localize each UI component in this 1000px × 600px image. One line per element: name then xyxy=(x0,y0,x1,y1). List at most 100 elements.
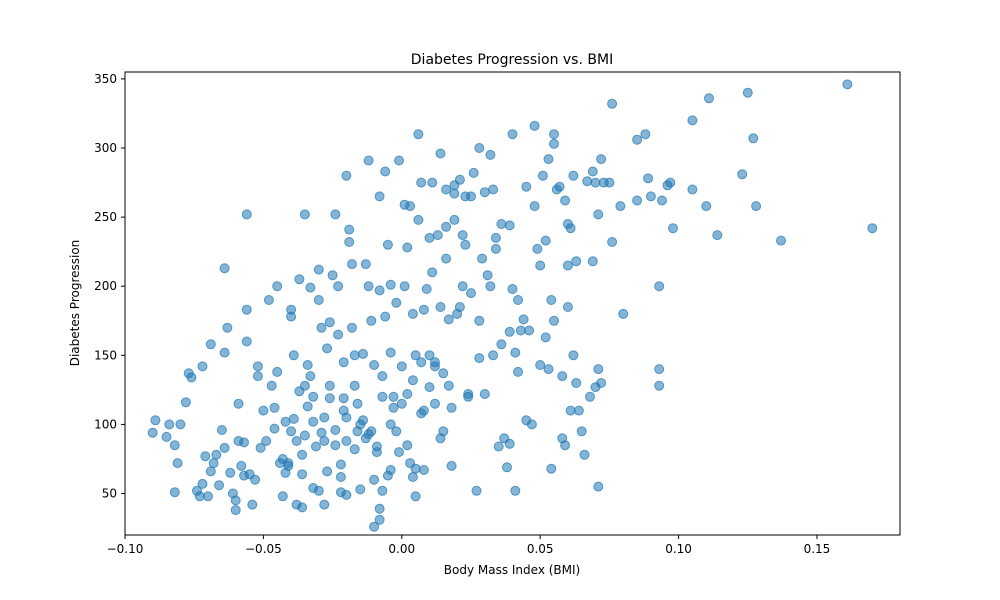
data-point xyxy=(286,311,297,322)
data-point xyxy=(407,308,418,319)
data-point xyxy=(842,79,853,90)
x-axis-ticks: −0.10 −0.05 0.00 0.05 0.10 0.15 xyxy=(107,535,830,556)
data-point xyxy=(299,209,310,220)
data-point xyxy=(748,133,759,144)
data-point xyxy=(308,416,319,427)
data-point xyxy=(272,281,283,292)
data-point xyxy=(316,322,327,333)
data-point xyxy=(335,459,346,470)
data-point xyxy=(216,425,227,435)
data-point xyxy=(529,120,540,131)
data-point xyxy=(701,201,712,212)
data-point xyxy=(441,253,452,264)
data-point xyxy=(252,361,263,372)
data-point xyxy=(471,485,482,496)
data-point xyxy=(529,201,540,212)
data-point xyxy=(263,295,274,305)
data-point xyxy=(430,361,440,372)
data-point xyxy=(565,405,576,416)
data-point xyxy=(712,230,723,241)
data-point xyxy=(382,239,393,250)
data-point xyxy=(654,364,665,375)
data-point xyxy=(324,317,335,328)
data-point xyxy=(540,235,551,246)
y-tick-label: 50 xyxy=(102,487,117,501)
data-point xyxy=(344,237,355,247)
data-point xyxy=(418,465,429,475)
data-point xyxy=(294,274,305,285)
data-point xyxy=(247,499,258,510)
data-point xyxy=(604,177,615,188)
data-point xyxy=(205,466,216,477)
data-point xyxy=(568,350,579,361)
data-point xyxy=(435,302,446,312)
data-point xyxy=(474,315,485,326)
data-point xyxy=(546,295,557,305)
y-tick-label: 350 xyxy=(94,72,117,86)
data-point xyxy=(454,174,465,185)
data-point xyxy=(258,405,269,416)
data-point xyxy=(305,282,316,293)
data-point xyxy=(161,431,172,442)
data-point xyxy=(479,187,490,198)
data-point xyxy=(299,430,310,441)
data-point xyxy=(269,402,280,413)
data-point xyxy=(513,366,523,377)
data-point xyxy=(427,267,438,278)
data-point xyxy=(399,281,410,292)
data-point xyxy=(349,350,360,361)
data-point xyxy=(449,188,460,199)
y-tick-label: 150 xyxy=(94,348,117,362)
data-point xyxy=(341,170,352,181)
x-tick-label: −0.10 xyxy=(107,542,144,556)
data-point xyxy=(322,343,333,354)
data-point xyxy=(164,419,175,430)
data-point xyxy=(565,223,576,234)
data-point xyxy=(413,214,424,225)
data-point xyxy=(200,451,211,462)
data-point xyxy=(169,440,180,451)
data-point xyxy=(150,415,161,426)
data-point xyxy=(299,380,310,391)
data-point xyxy=(363,155,374,166)
data-point xyxy=(396,361,407,372)
data-point xyxy=(241,209,252,220)
data-point xyxy=(668,223,678,234)
data-point xyxy=(322,466,333,477)
data-point xyxy=(573,405,584,416)
data-point xyxy=(316,427,327,438)
data-point xyxy=(446,460,457,471)
data-point xyxy=(377,485,388,496)
data-point xyxy=(352,398,363,409)
data-point xyxy=(615,201,626,212)
data-point xyxy=(241,304,252,315)
data-point xyxy=(286,426,297,437)
data-point xyxy=(543,154,554,165)
data-point xyxy=(549,129,559,140)
data-point xyxy=(197,361,208,372)
data-point xyxy=(430,398,440,409)
data-point xyxy=(477,253,488,264)
data-point xyxy=(394,447,404,458)
y-tick-label: 300 xyxy=(94,141,117,155)
data-point xyxy=(443,314,454,325)
data-point xyxy=(457,230,468,241)
data-point xyxy=(377,371,388,382)
data-point xyxy=(380,311,391,322)
data-point xyxy=(416,177,427,188)
data-point xyxy=(222,322,233,333)
data-point xyxy=(374,514,385,525)
data-point xyxy=(665,177,676,188)
data-point xyxy=(438,426,449,437)
data-point xyxy=(147,427,158,438)
data-point xyxy=(557,371,568,382)
data-point xyxy=(457,281,468,292)
data-point xyxy=(330,425,341,435)
data-point xyxy=(645,191,656,202)
data-point xyxy=(225,467,236,478)
data-point xyxy=(571,256,582,267)
data-point xyxy=(366,315,377,326)
data-point xyxy=(324,393,335,404)
data-point xyxy=(410,491,421,502)
data-point xyxy=(358,348,368,359)
